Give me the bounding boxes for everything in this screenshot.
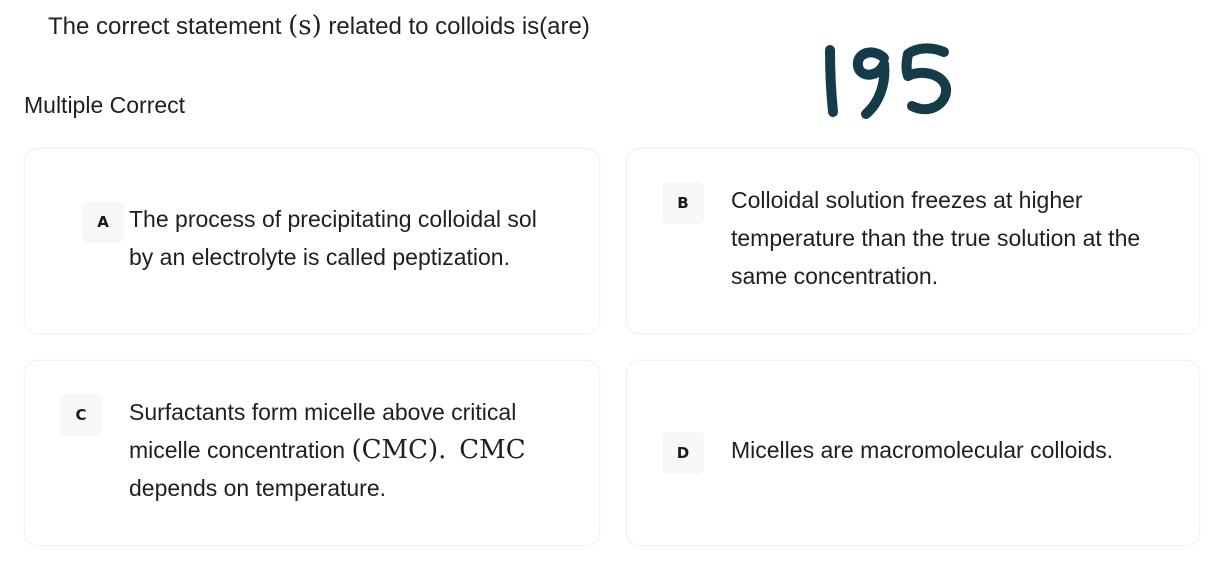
option-c-math-cmc: (CMC). xyxy=(351,435,447,465)
option-c-text: Surfactants form micelle above critical … xyxy=(129,393,526,507)
handwritten-note xyxy=(825,43,951,119)
option-c-line: micelle concentration (CMC). CMC xyxy=(129,431,526,469)
option-c-line2-prefix: micelle concentration xyxy=(129,437,352,463)
option-a-letter: A xyxy=(82,201,124,243)
question-prefix: The correct statement xyxy=(48,13,289,40)
option-a-text: The process of precipitating colloidal s… xyxy=(129,200,537,276)
option-a-line: The process of precipitating colloidal s… xyxy=(129,206,537,232)
option-b-line: Colloidal solution freezes at higher xyxy=(731,187,1083,213)
option-c-letter: C xyxy=(60,394,102,436)
option-c-line: Surfactants form micelle above critical xyxy=(129,399,517,425)
question-text: The correct statement (s) related to col… xyxy=(48,10,590,43)
option-b-text: Colloidal solution freezes at higher tem… xyxy=(731,181,1140,295)
question-suffix: related to colloids is(are) xyxy=(321,13,590,40)
option-a-card[interactable]: A The process of precipitating colloidal… xyxy=(24,148,600,334)
option-d-text: Micelles are macromolecular colloids. xyxy=(731,431,1113,469)
option-c-card[interactable]: C Surfactants form micelle above critica… xyxy=(24,360,600,546)
option-a-line: by an electrolyte is called peptization. xyxy=(129,244,510,270)
option-b-card[interactable]: B Colloidal solution freezes at higher t… xyxy=(626,148,1200,334)
option-c-line: depends on temperature. xyxy=(129,475,387,501)
question-math: (s) xyxy=(288,11,322,41)
question-type-label: Multiple Correct xyxy=(24,92,186,118)
option-b-line: same concentration. xyxy=(731,263,939,289)
option-d-letter: D xyxy=(662,432,704,474)
option-b-letter: B xyxy=(662,182,704,224)
option-c-math-cmc2: CMC xyxy=(459,435,526,465)
option-d-line: Micelles are macromolecular colloids. xyxy=(731,437,1114,463)
option-b-line: temperature than the true solution at th… xyxy=(731,225,1141,251)
option-d-card[interactable]: D Micelles are macromolecular colloids. xyxy=(626,360,1200,546)
